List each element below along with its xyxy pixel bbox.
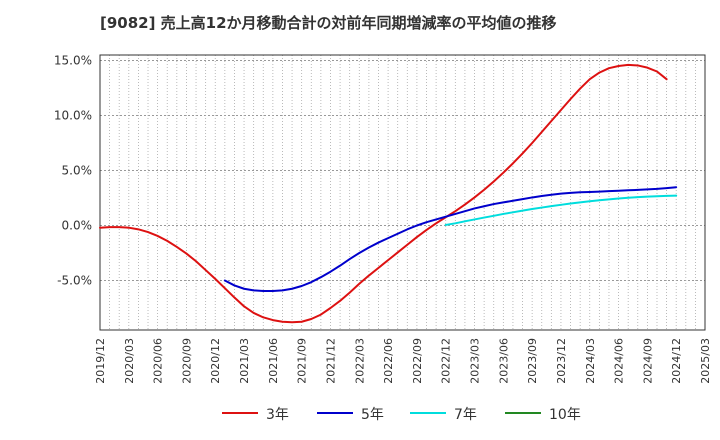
- x-tick-label: 2024/09: [641, 338, 654, 384]
- x-tick-label: 2023/09: [526, 338, 539, 384]
- x-tick-label: 2022/12: [440, 338, 453, 384]
- x-tick-label: 2024/06: [613, 338, 626, 384]
- y-tick-label: 10.0%: [54, 109, 92, 123]
- legend-label: 10年: [549, 407, 581, 423]
- x-tick-label: 2020/09: [180, 338, 193, 384]
- x-tick-label: 2022/03: [353, 338, 366, 384]
- series-line: [99, 63, 668, 324]
- x-tick-label: 2020/12: [209, 338, 222, 384]
- x-tick-label: 2021/03: [238, 338, 251, 384]
- legend-label: 3年: [266, 407, 289, 423]
- y-tick-label: 5.0%: [62, 164, 93, 178]
- x-tick-label: 2025/03: [699, 338, 712, 384]
- series-line: [223, 186, 678, 292]
- x-tick-label: 2021/12: [324, 338, 337, 384]
- y-tick-label: -5.0%: [57, 274, 92, 288]
- x-tick-label: 2024/03: [584, 338, 597, 384]
- x-tick-label: 2023/12: [555, 338, 568, 384]
- y-axis-ticks: -5.0% 0.0% 5.0% 10.0% 15.0%: [54, 54, 92, 288]
- x-tick-label: 2020/06: [152, 338, 165, 384]
- legend-label: 7年: [454, 407, 477, 423]
- x-tick-label: 2021/06: [267, 338, 280, 384]
- x-tick-label: 2024/12: [670, 338, 683, 384]
- x-tick-label: 2019/12: [94, 338, 107, 384]
- grid-lines: [99, 55, 706, 330]
- x-tick-label: 2022/06: [382, 338, 395, 384]
- legend: 3年 5年 7年 10年: [222, 407, 581, 423]
- x-axis-ticks: 2019/12 2020/03 2020/06 2020/09 2020/12 2021/…: [94, 338, 712, 384]
- chart-title: [9082] 売上高12か月移動合計の対前年同期増減率の平均値の推移: [100, 14, 557, 32]
- legend-label: 5年: [361, 407, 384, 423]
- series-line: [444, 194, 678, 226]
- y-tick-label: 15.0%: [54, 54, 92, 68]
- x-tick-label: 2022/09: [411, 338, 424, 384]
- x-tick-label: 2021/09: [296, 338, 309, 384]
- plot-frame: [99, 54, 706, 331]
- x-tick-label: 2023/06: [497, 338, 510, 384]
- series-lines: [99, 63, 678, 324]
- y-tick-label: 0.0%: [62, 219, 93, 233]
- x-tick-label: 2023/03: [469, 338, 482, 384]
- x-tick-label: 2020/03: [123, 338, 136, 384]
